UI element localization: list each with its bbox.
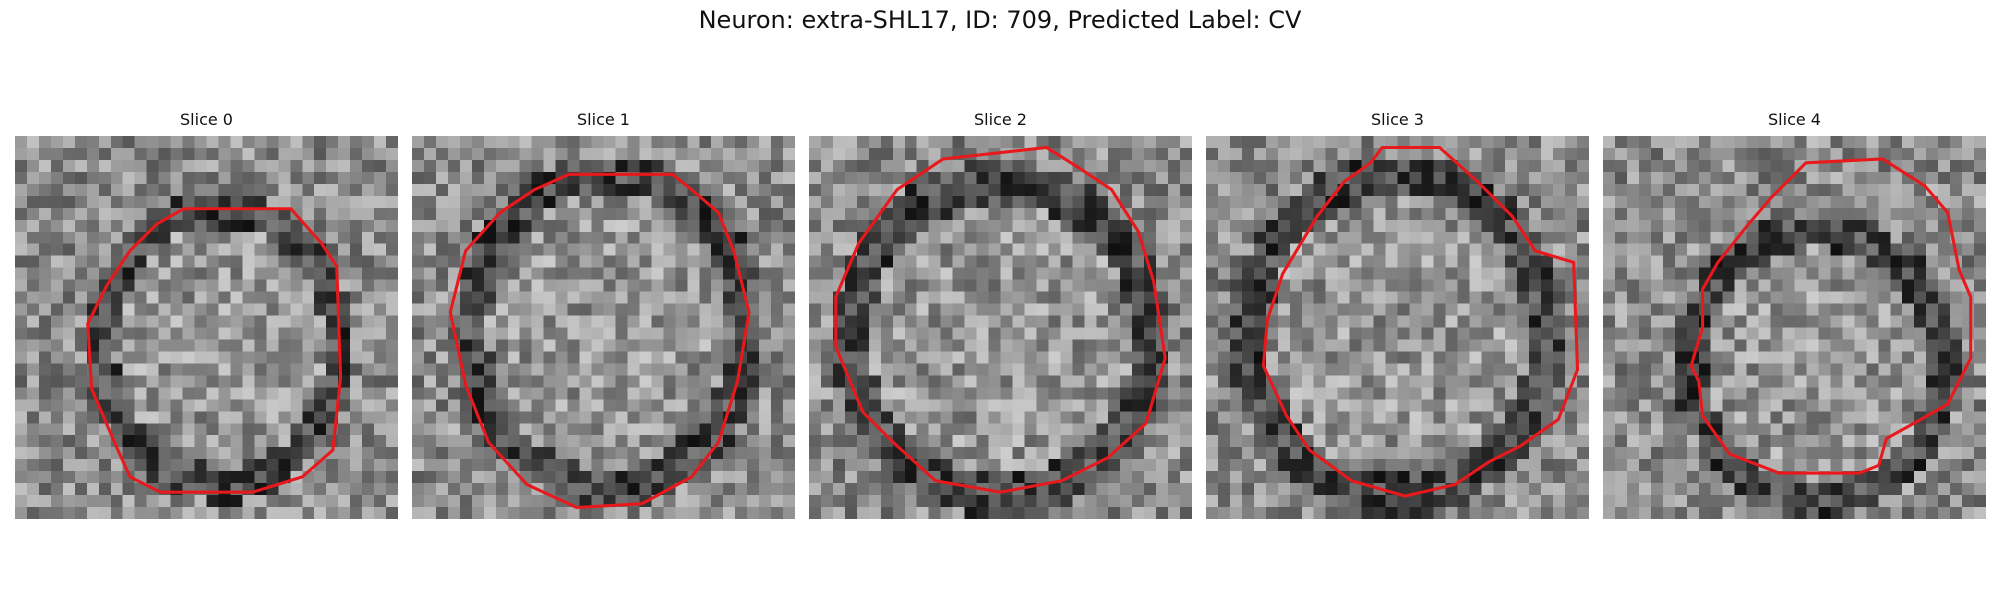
slice-image-2: [809, 136, 1192, 519]
figure-title: Neuron: extra-SHL17, ID: 709, Predicted …: [698, 6, 1302, 34]
neuron-outline-2: [834, 145, 1167, 494]
neuron-outline-4: [1689, 157, 1973, 475]
neuron-outline-1: [448, 172, 751, 510]
slice-panel-4: Slice 4: [1603, 108, 1986, 519]
slice-panel-1: Slice 1: [412, 108, 795, 519]
slice-panel-0: Slice 0: [15, 108, 398, 519]
grayscale-patch: [412, 136, 795, 519]
neuron-outline-3: [1261, 145, 1580, 498]
slice-title: Slice 2: [974, 110, 1027, 129]
slice-panel-3: Slice 3: [1206, 108, 1589, 519]
slice-panel-2: Slice 2: [809, 108, 1192, 519]
grayscale-patch: [1206, 136, 1589, 519]
slice-title: Slice 3: [1371, 110, 1424, 129]
grayscale-patch: [1603, 136, 1986, 519]
slice-image-3: [1206, 136, 1589, 519]
slice-title: Slice 4: [1768, 110, 1821, 129]
slice-image-4: [1603, 136, 1986, 519]
slice-title: Slice 1: [577, 110, 630, 129]
slice-title: Slice 0: [180, 110, 233, 129]
slice-image-0: [15, 136, 398, 519]
grayscale-patch: [809, 136, 1192, 519]
slice-image-1: [412, 136, 795, 519]
neuron-outline-0: [86, 207, 343, 494]
grayscale-patch: [15, 136, 398, 519]
